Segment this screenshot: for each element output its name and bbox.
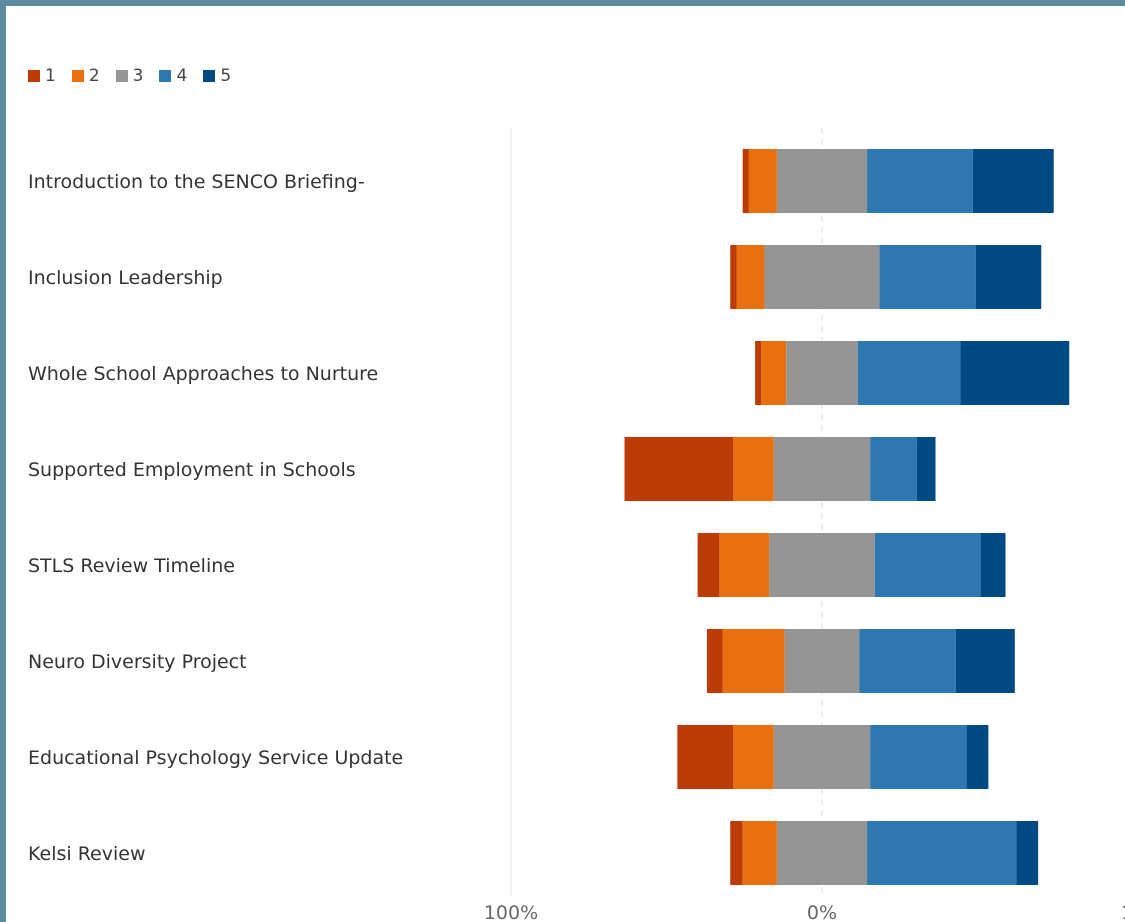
- legend-label: 4: [176, 66, 188, 86]
- bar-segment-1: [742, 149, 749, 213]
- category-label: STLS Review Timeline: [28, 555, 235, 577]
- legend-swatch-2: [71, 70, 84, 82]
- bar-segment-1: [755, 341, 762, 405]
- bar-segment-2: [722, 629, 785, 693]
- legend-item-3: 3: [115, 66, 144, 86]
- bar-segment-2: [733, 725, 774, 789]
- category-label: Kelsi Review: [28, 843, 146, 865]
- bar-segment-1: [706, 629, 723, 693]
- bar-segment-4: [870, 437, 917, 501]
- bar-segment-4: [859, 629, 956, 693]
- legend-swatch-5: [203, 70, 216, 82]
- bar-segment-2: [736, 245, 765, 309]
- bar-segment-2: [733, 437, 774, 501]
- category-label: Supported Employment in Schools: [28, 459, 356, 481]
- bar-segment-4: [870, 725, 967, 789]
- bar-segment-5: [955, 629, 1015, 693]
- legend-item-1: 1: [28, 66, 56, 86]
- legend-swatch-1: [28, 70, 40, 82]
- category-label: Neuro Diversity Project: [28, 651, 247, 673]
- bar-segment-5: [916, 437, 936, 501]
- x-tick-label: 10: [1121, 902, 1125, 922]
- category-label: Educational Psychology Service Update: [28, 747, 403, 769]
- bar-segment-5: [980, 533, 1006, 597]
- bar-segment-2: [719, 533, 770, 597]
- bar-segment-4: [879, 245, 976, 309]
- bar-segment-3: [776, 821, 868, 885]
- bar-segment-5: [960, 341, 1070, 405]
- chart-frame: 1 2 3 4 5 Introduction to the SENCO Briefing…: [6, 6, 1125, 922]
- bar-segment-1: [677, 725, 734, 789]
- bar-segment-4: [874, 533, 981, 597]
- bar-segment-4: [867, 149, 973, 213]
- x-tick-label: 100%: [484, 902, 538, 922]
- bar-segment-5: [975, 245, 1042, 309]
- legend-label: 5: [220, 66, 232, 86]
- bar-segment-3: [764, 245, 880, 309]
- legend-label: 3: [132, 66, 144, 86]
- legend-swatch-3: [115, 70, 128, 82]
- bar-segment-5: [972, 149, 1054, 213]
- bar-segment-5: [966, 725, 989, 789]
- legend-label: 1: [45, 66, 56, 86]
- bar-segment-4: [867, 821, 1017, 885]
- bar-segment-1: [730, 245, 737, 309]
- bar-segment-2: [748, 149, 777, 213]
- bar-segment-5: [1016, 821, 1039, 885]
- legend-label: 2: [88, 66, 100, 86]
- diverging-bar-chart: Introduction to the SENCO Briefing- Inclu…: [28, 128, 1125, 922]
- x-tick-label: 0%: [807, 902, 837, 922]
- category-label: Whole School Approaches to Nurture: [28, 363, 378, 385]
- legend-swatch-4: [159, 70, 172, 82]
- bar-segment-3: [769, 533, 875, 597]
- bar-segment-2: [742, 821, 777, 885]
- bar-segment-1: [624, 437, 734, 501]
- legend-item-2: 2: [71, 66, 100, 86]
- category-label: Inclusion Leadership: [28, 267, 223, 289]
- bar-segment-3: [786, 341, 858, 405]
- bar-segment-3: [773, 725, 871, 789]
- legend-item-4: 4: [159, 66, 187, 86]
- bar-segment-3: [773, 437, 871, 501]
- bar-segment-4: [857, 341, 961, 405]
- bar-segment-2: [761, 341, 787, 405]
- chart-legend: 1 2 3 4 5: [28, 66, 231, 86]
- bar-segment-1: [697, 533, 720, 597]
- bar-segment-3: [784, 629, 860, 693]
- bar-segment-3: [776, 149, 868, 213]
- bar-segment-1: [730, 821, 743, 885]
- legend-item-5: 5: [203, 66, 231, 86]
- category-label: Introduction to the SENCO Briefing-: [28, 171, 365, 193]
